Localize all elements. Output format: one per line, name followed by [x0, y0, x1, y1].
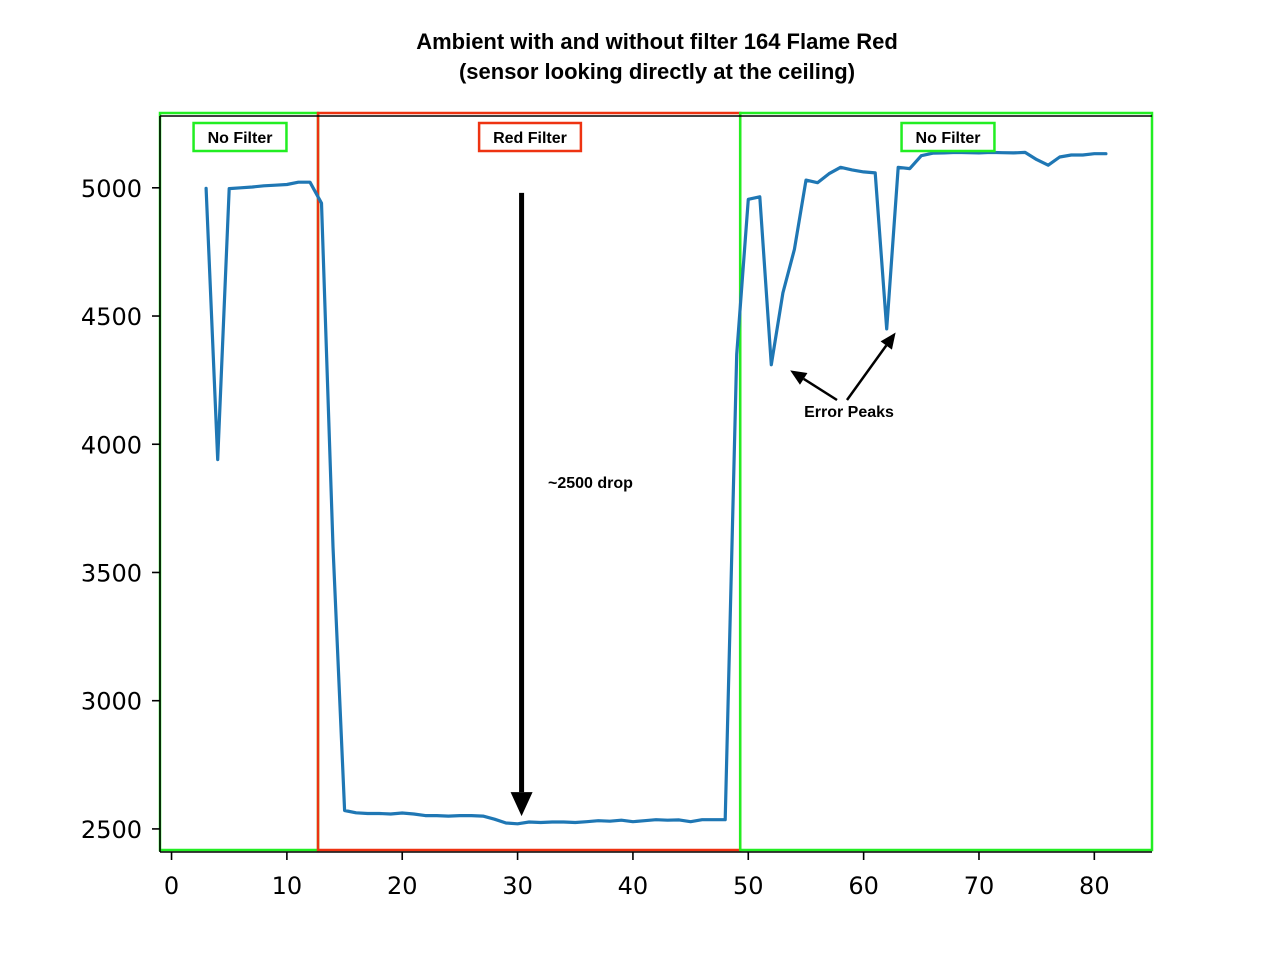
x-tick-label: 40 [618, 872, 649, 900]
region-label-text-0: No Filter [208, 130, 273, 147]
y-tick-label: 2500 [81, 816, 142, 844]
region-box-0 [158, 111, 320, 852]
y-tick-label: 5000 [81, 175, 142, 203]
annotation-drop: ~2500 drop [510, 192, 633, 817]
x-tick-label: 70 [964, 872, 995, 900]
y-tick-label: 4000 [81, 431, 142, 459]
error-peak-arrowhead-1 [790, 370, 808, 385]
region-labels: No Filter Red Filter No Filter [192, 121, 996, 153]
y-tick-label: 3000 [81, 688, 142, 716]
x-tick-label: 30 [502, 872, 533, 900]
x-tick-label: 0 [164, 872, 179, 900]
error-peak-arrowhead-2 [880, 332, 896, 350]
drop-arrowhead [510, 792, 533, 817]
y-axis-ticks: 2500 3000 3500 4000 4500 5000 [81, 175, 160, 844]
chart-title: Ambient with and without filter 164 Flam… [416, 29, 898, 54]
x-tick-label: 80 [1079, 872, 1110, 900]
region-label-box-0 [192, 121, 288, 153]
y-tick-label: 3500 [81, 559, 142, 587]
region-label-box-1 [477, 121, 583, 153]
region-label-box-2 [900, 121, 996, 153]
error-peak-arrow-2 [845, 344, 888, 401]
x-tick-label: 60 [848, 872, 879, 900]
x-tick-label: 50 [733, 872, 764, 900]
region-label-1: Red Filter [477, 121, 583, 153]
chart-subtitle: (sensor looking directly at the ceiling) [459, 59, 855, 84]
region-label-text-1: Red Filter [493, 130, 567, 147]
x-tick-label: 20 [387, 872, 418, 900]
region-label-2: No Filter [900, 121, 996, 153]
data-series-line [204, 150, 1108, 826]
error-peaks-text: Error Peaks [804, 404, 894, 421]
x-tick-label: 10 [272, 872, 303, 900]
y-tick-label: 4500 [81, 303, 142, 331]
error-peak-arrow-1 [803, 377, 838, 402]
annotation-error-peaks: Error Peaks [790, 332, 896, 421]
x-axis-ticks: 0 10 20 30 40 50 60 70 80 [164, 852, 1110, 900]
region-box-2 [738, 111, 1154, 852]
region-box-1 [316, 111, 742, 852]
region-label-text-2: No Filter [916, 130, 981, 147]
drop-annotation-text: ~2500 drop [548, 475, 633, 492]
region-boxes [158, 111, 1154, 852]
region-label-0: No Filter [192, 121, 288, 153]
